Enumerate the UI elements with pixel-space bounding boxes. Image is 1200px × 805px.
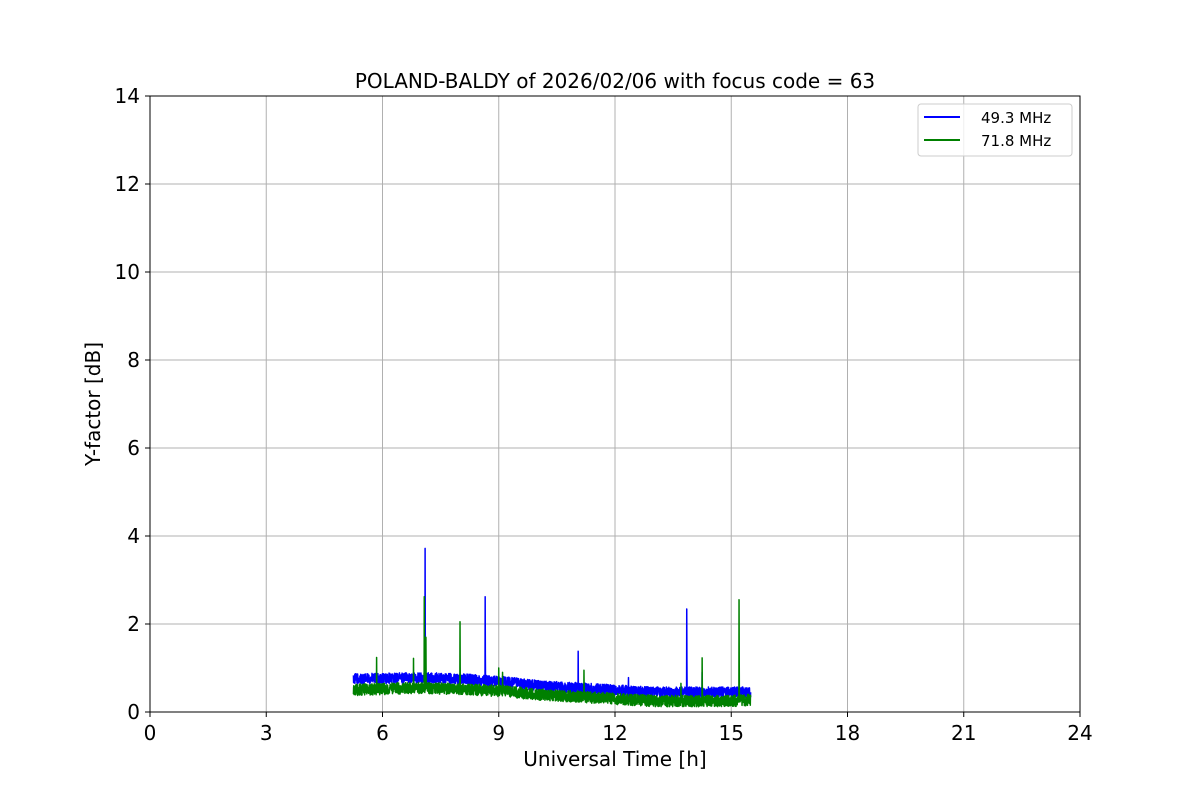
chart-title: POLAND-BALDY of 2026/02/06 with focus co… [355, 69, 875, 93]
y-tick-label: 10 [115, 260, 140, 284]
x-tick-label: 12 [602, 721, 627, 745]
y-tick-label: 4 [127, 524, 140, 548]
series-lines [352, 547, 752, 708]
series-line-0 [352, 547, 752, 699]
y-tick-label: 6 [127, 436, 140, 460]
x-axis-label: Universal Time [h] [523, 747, 706, 771]
x-tick-label: 9 [492, 721, 505, 745]
x-tick-label: 6 [376, 721, 389, 745]
y-tick-label: 14 [115, 84, 140, 108]
x-tick-label: 24 [1067, 721, 1092, 745]
legend-label-71-mhz: 71.8 MHz [981, 132, 1051, 150]
x-tick-label: 0 [144, 721, 157, 745]
legend: 49.3 MHz 71.8 MHz [917, 103, 1073, 157]
x-tick-label: 21 [951, 721, 976, 745]
y-axis-label: Y-factor [dB] [81, 342, 105, 467]
x-tick-label: 18 [835, 721, 860, 745]
legend-label-49-mhz: 49.3 MHz [981, 109, 1051, 127]
series-line-1 [352, 595, 752, 708]
x-tick-label: 3 [260, 721, 273, 745]
y-tick-label: 2 [127, 612, 140, 636]
y-tick-label: 8 [127, 348, 140, 372]
y-tick-label: 12 [115, 172, 140, 196]
x-tick-label: 15 [719, 721, 744, 745]
y-tick-label: 0 [127, 700, 140, 724]
